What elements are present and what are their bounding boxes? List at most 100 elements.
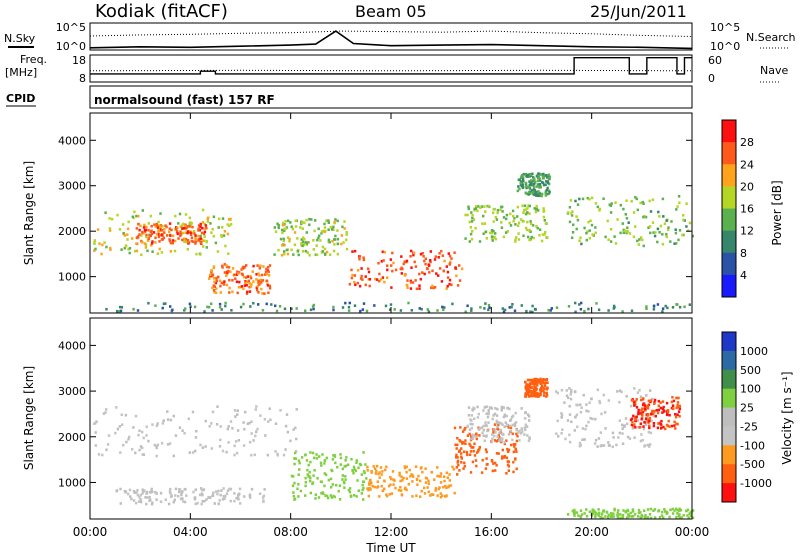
range-gate-cell: [632, 401, 636, 404]
range-gate-cell: [189, 231, 192, 235]
range-gate-cell: [185, 494, 188, 497]
range-gate-cell: [166, 410, 169, 413]
range-gate-cell: [542, 177, 545, 180]
range-gate-cell: [674, 413, 677, 416]
range-gate-cell: [371, 484, 374, 488]
range-gate-cell: [549, 309, 552, 312]
range-gate-cell: [509, 418, 513, 421]
range-gate-cell: [348, 490, 352, 494]
range-gate-cell: [257, 272, 260, 275]
range-gate-cell: [336, 242, 340, 246]
range-gate-cell: [96, 228, 100, 231]
range-gate-cell: [155, 498, 158, 501]
range-gate-cell: [455, 456, 458, 459]
range-gate-cell: [632, 235, 636, 239]
range-gate-cell: [405, 259, 409, 263]
range-gate-cell: [226, 427, 229, 431]
range-gate-cell: [550, 307, 553, 310]
range-gate-cell: [637, 411, 640, 414]
range-gate-cell: [454, 443, 457, 447]
range-gate-cell: [367, 494, 370, 498]
range-gate-cell: [151, 423, 154, 426]
range-gate-cell: [666, 228, 670, 232]
range-gate-cell: [653, 508, 657, 511]
frequency-panel: Freq. [MHz] 18 8 60 0 Nave: [5, 53, 788, 85]
colorbar-segment: [722, 388, 736, 409]
range-gate-cell: [94, 431, 97, 434]
velocity-scatter: [93, 377, 695, 520]
range-gate-cell: [429, 494, 432, 497]
range-gate-cell: [246, 290, 249, 294]
range-gate-cell: [662, 516, 665, 519]
range-gate-cell: [676, 403, 679, 407]
range-gate-cell: [136, 309, 140, 312]
range-gate-cell: [662, 215, 665, 218]
range-gate-cell: [494, 407, 497, 410]
range-gate-cell: [258, 266, 261, 270]
range-gate-cell: [208, 425, 211, 428]
range-gate-cell: [307, 463, 310, 467]
range-gate-cell: [402, 262, 405, 266]
range-gate-cell: [653, 402, 656, 405]
range-gate-cell: [280, 253, 284, 257]
range-gate-cell: [624, 510, 627, 514]
range-gate-cell: [250, 487, 254, 491]
range-gate-cell: [297, 495, 300, 498]
range-gate-cell: [621, 427, 624, 430]
range-gate-cell: [412, 251, 416, 255]
range-gate-cell: [503, 308, 507, 312]
range-gate-cell: [134, 501, 138, 505]
range-gate-cell: [147, 222, 150, 225]
range-gate-cell: [484, 467, 488, 470]
range-gate-cell: [675, 516, 678, 519]
range-gate-cell: [220, 234, 223, 237]
range-gate-cell: [418, 287, 421, 290]
range-gate-cell: [506, 230, 509, 233]
range-gate-cell: [222, 495, 225, 498]
range-gate-cell: [533, 207, 536, 210]
range-gate-cell: [639, 412, 642, 415]
range-gate-cell: [540, 194, 543, 198]
range-gate-cell: [526, 175, 529, 178]
range-gate-cell: [471, 460, 475, 464]
range-gate-cell: [468, 432, 471, 436]
range-gate-cell: [511, 209, 515, 213]
range-gate-cell: [150, 487, 153, 491]
range-gate-cell: [365, 309, 369, 313]
range-gate-cell: [573, 390, 577, 393]
range-gate-cell: [294, 451, 297, 455]
range-gate-cell: [325, 456, 328, 460]
range-gate-cell: [495, 419, 498, 423]
range-gate-cell: [538, 191, 541, 195]
range-gate-cell: [500, 221, 503, 224]
range-gate-cell: [646, 443, 650, 447]
range-gate-cell: [542, 172, 545, 176]
range-gate-cell: [482, 428, 485, 432]
range-gate-cell: [511, 423, 514, 427]
range-gate-cell: [357, 466, 360, 470]
range-gate-cell: [501, 448, 504, 452]
range-gate-cell: [424, 257, 427, 261]
range-gate-cell: [206, 220, 210, 223]
range-gate-cell: [258, 283, 261, 286]
range-gate-cell: [242, 265, 245, 269]
range-gate-cell: [156, 252, 159, 255]
colorbar-tick-label: -100: [740, 439, 765, 452]
range-gate-cell: [323, 484, 326, 488]
range-gate-cell: [470, 309, 473, 312]
range-gate-cell: [439, 492, 442, 495]
range-gate-cell: [474, 207, 478, 210]
range-gate-cell: [168, 239, 172, 243]
range-gate-cell: [130, 497, 133, 501]
range-gate-cell: [483, 439, 486, 443]
range-gate-cell: [486, 429, 489, 432]
range-gate-cell: [127, 437, 130, 441]
range-gate-cell: [496, 209, 500, 212]
range-gate-cell: [689, 511, 692, 514]
range-gate-cell: [457, 450, 461, 453]
range-gate-cell: [430, 470, 434, 474]
range-gate-cell: [231, 427, 234, 430]
range-gate-cell: [301, 240, 305, 244]
range-gate-cell: [665, 512, 668, 515]
range-gate-cell: [636, 391, 640, 394]
